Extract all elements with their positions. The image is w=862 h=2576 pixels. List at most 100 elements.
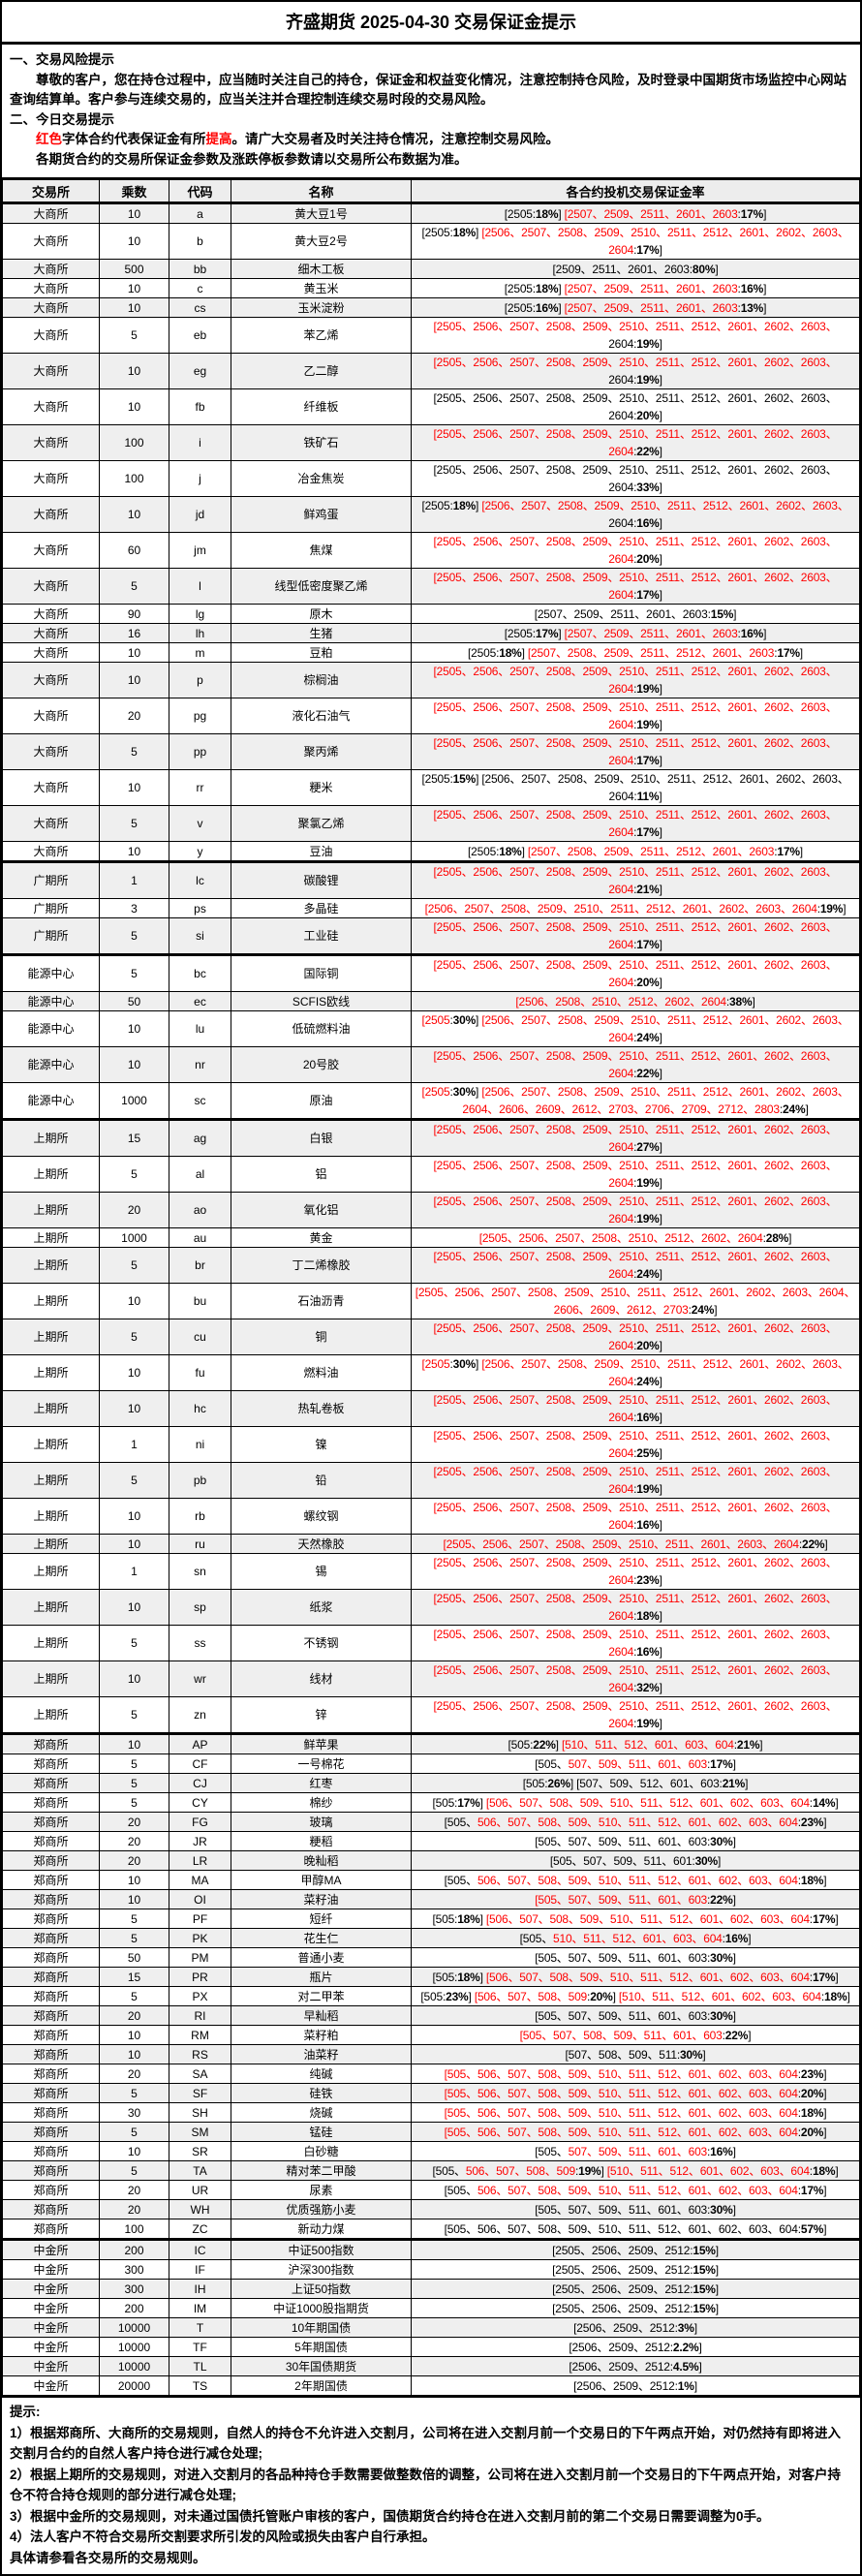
margin-text: ] <box>693 2378 697 2393</box>
cell-margin-rates: [2509、2511、2601、2603:80%] <box>411 259 860 279</box>
cell-multiplier: 3 <box>99 898 169 918</box>
cell-margin-rates: [505、506、507、508、509、510、511、512、601、602… <box>411 2180 860 2200</box>
raised-margin-text: [2506、2507、2508、2509、2510、2511、2512、2601… <box>481 1013 849 1044</box>
margin-text: 21% <box>736 1737 760 1752</box>
cell-margin-rates: [2505、2506、2507、2508、2509、2510、2511、2512… <box>411 424 860 461</box>
margin-text: 30% <box>710 1950 733 1965</box>
table-row: 大商所 60 jm 焦煤 [2505、2506、2507、2508、2509、2510、… <box>2 532 860 569</box>
margin-text: ] <box>748 2028 752 2042</box>
margin-text: 17% <box>710 1756 733 1771</box>
raised-margin-text: [2505、2506、2507、2508、2509、2510、2511、2512… <box>433 1592 838 1623</box>
margin-text: ] <box>659 883 662 896</box>
cell-multiplier: 20 <box>99 2005 169 2026</box>
cell-margin-rates: [2505:18%] [2507、2508、2509、2511、2512、260… <box>411 841 860 862</box>
margin-text: 16% <box>636 1411 660 1424</box>
cell-code: rb <box>169 1498 231 1535</box>
cell-multiplier: 5 <box>99 1909 169 1929</box>
cell-name: 硅铁 <box>231 2083 412 2103</box>
cell-name: 燃料油 <box>231 1354 412 1391</box>
cell-exchange: 中金所 <box>2 2279 100 2299</box>
cell-code: RI <box>169 2005 231 2026</box>
cell-exchange: 中金所 <box>2 2356 100 2376</box>
cell-multiplier: 50 <box>99 991 169 1011</box>
margin-text: : <box>633 1067 637 1080</box>
margin-text: : <box>633 552 637 566</box>
cell-exchange: 中金所 <box>2 2238 100 2260</box>
cell-exchange: 郑商所 <box>2 1889 100 1909</box>
margin-text: ] <box>479 1795 486 1810</box>
cell-exchange: 郑商所 <box>2 1754 100 1774</box>
margin-text: 4.5% <box>672 2359 699 2374</box>
margin-text: ] <box>659 481 662 494</box>
margin-text: 15% <box>693 2281 716 2296</box>
margin-text: ] <box>659 588 662 602</box>
cell-margin-rates: [2506、2509、2512:4.5%] <box>411 2356 860 2376</box>
cell-code: eb <box>169 317 231 354</box>
cell-name: 瓶片 <box>231 1967 412 1987</box>
cell-name: 黄大豆2号 <box>231 223 412 260</box>
cell-code: i <box>169 424 231 461</box>
margin-text: ] <box>659 1267 662 1281</box>
margin-text: 30% <box>679 2047 703 2062</box>
intro-section: 一、交易风险提示 尊敬的客户，您在持仓过程中，应当随时关注自己的持仓，保证金和权… <box>2 45 860 177</box>
cell-exchange: 能源中心 <box>2 1046 100 1083</box>
margin-text: : <box>633 1411 637 1424</box>
margin-text: ] <box>799 844 803 858</box>
cell-name: 聚丙烯 <box>231 733 412 770</box>
margin-text: ] <box>733 606 737 621</box>
cell-multiplier: 5 <box>99 1928 169 1948</box>
cell-name: 热轧卷板 <box>231 1390 412 1427</box>
cell-name: 纤维板 <box>231 388 412 425</box>
margin-text: ] <box>698 2340 702 2354</box>
cell-name: 烧碱 <box>231 2102 412 2123</box>
cell-multiplier: 10 <box>99 297 169 318</box>
cell-code: ni <box>169 1426 231 1463</box>
cell-margin-rates: [505、506、507、508、509、510、511、512、601、602… <box>411 2083 860 2103</box>
margin-text: 24% <box>691 1303 715 1317</box>
cell-multiplier: 200 <box>99 2238 169 2260</box>
cell-code: IH <box>169 2279 231 2299</box>
margin-text: [505: <box>432 1795 458 1810</box>
cell-name: 优质强筋小麦 <box>231 2199 412 2219</box>
cell-code: pg <box>169 698 231 734</box>
margin-text: 。请广大交易者及时关注持仓情况，注意控制交易风险。 <box>231 132 560 146</box>
cell-name: 10年期国债 <box>231 2317 412 2338</box>
cell-exchange: 郑商所 <box>2 1732 100 1754</box>
margin-text: : <box>797 1815 801 1829</box>
cell-code: b <box>169 223 231 260</box>
table-row: 郑商所 30 SH 烧碱 [505、506、507、508、509、510、511、51… <box>2 2102 860 2123</box>
margin-text: 16% <box>535 300 559 315</box>
cell-exchange: 上期所 <box>2 1319 100 1355</box>
cell-exchange: 大商所 <box>2 769 100 806</box>
table-row: 郑商所 50 PM 普通小麦 [505、507、509、511、601、603:30%] <box>2 1947 860 1968</box>
cell-exchange: 郑商所 <box>2 1850 100 1871</box>
cell-exchange: 上期所 <box>2 1625 100 1661</box>
cell-name: 油菜籽 <box>231 2044 412 2064</box>
cell-exchange: 上期所 <box>2 1227 100 1248</box>
cell-margin-rates: [2505:30%] [2506、2507、2508、2509、2510、251… <box>411 1082 860 1120</box>
cell-margin-rates: [2505、2506、2507、2508、2509、2510、2511、2512… <box>411 460 860 497</box>
cell-exchange: 郑商所 <box>2 1831 100 1851</box>
margin-text: 2604: <box>608 373 637 387</box>
cell-name: 早籼稻 <box>231 2005 412 2026</box>
cell-margin-rates: [505、507、509、511、601:30%] <box>411 1850 860 1871</box>
margin-text: ] <box>763 206 767 221</box>
table-row: 郑商所 20 UR 尿素 [505、506、507、508、509、510、511、51… <box>2 2180 860 2200</box>
cell-margin-rates: [2505、2506、2509、2512:15%] <box>411 2259 860 2280</box>
margin-text: ] [2506、2507、2508、2509、2510、2511、2512、26… <box>476 772 849 803</box>
margin-text: 22% <box>636 1067 660 1080</box>
cell-multiplier: 10 <box>99 1589 169 1626</box>
raised-margin-text: [2505、2506、2507、2508、2509、2510、2511、2512… <box>433 1393 838 1424</box>
margin-text: ] <box>732 1756 736 1771</box>
raised-margin-text: [2507、2509、2511、2601、2603 <box>564 281 738 295</box>
cell-code: SF <box>169 2083 231 2103</box>
cell-multiplier: 20 <box>99 1831 169 1851</box>
cell-name: 原油 <box>231 1082 412 1120</box>
margin-text: : <box>633 1375 637 1388</box>
cell-multiplier: 1 <box>99 1426 169 1463</box>
footer-notes: 提示: 1）根据郑商所、大商所的交易规则，自然人的持仓不允许进入交割月，公司将在进… <box>2 2396 860 2574</box>
table-row: 郑商所 100 ZC 新动力煤 [505、506、507、508、509、510、511… <box>2 2219 860 2240</box>
margin-text: ] <box>476 1357 482 1371</box>
cell-margin-rates: [2505、2506、2507、2508、2509、2510、2511、2512… <box>411 1390 860 1427</box>
